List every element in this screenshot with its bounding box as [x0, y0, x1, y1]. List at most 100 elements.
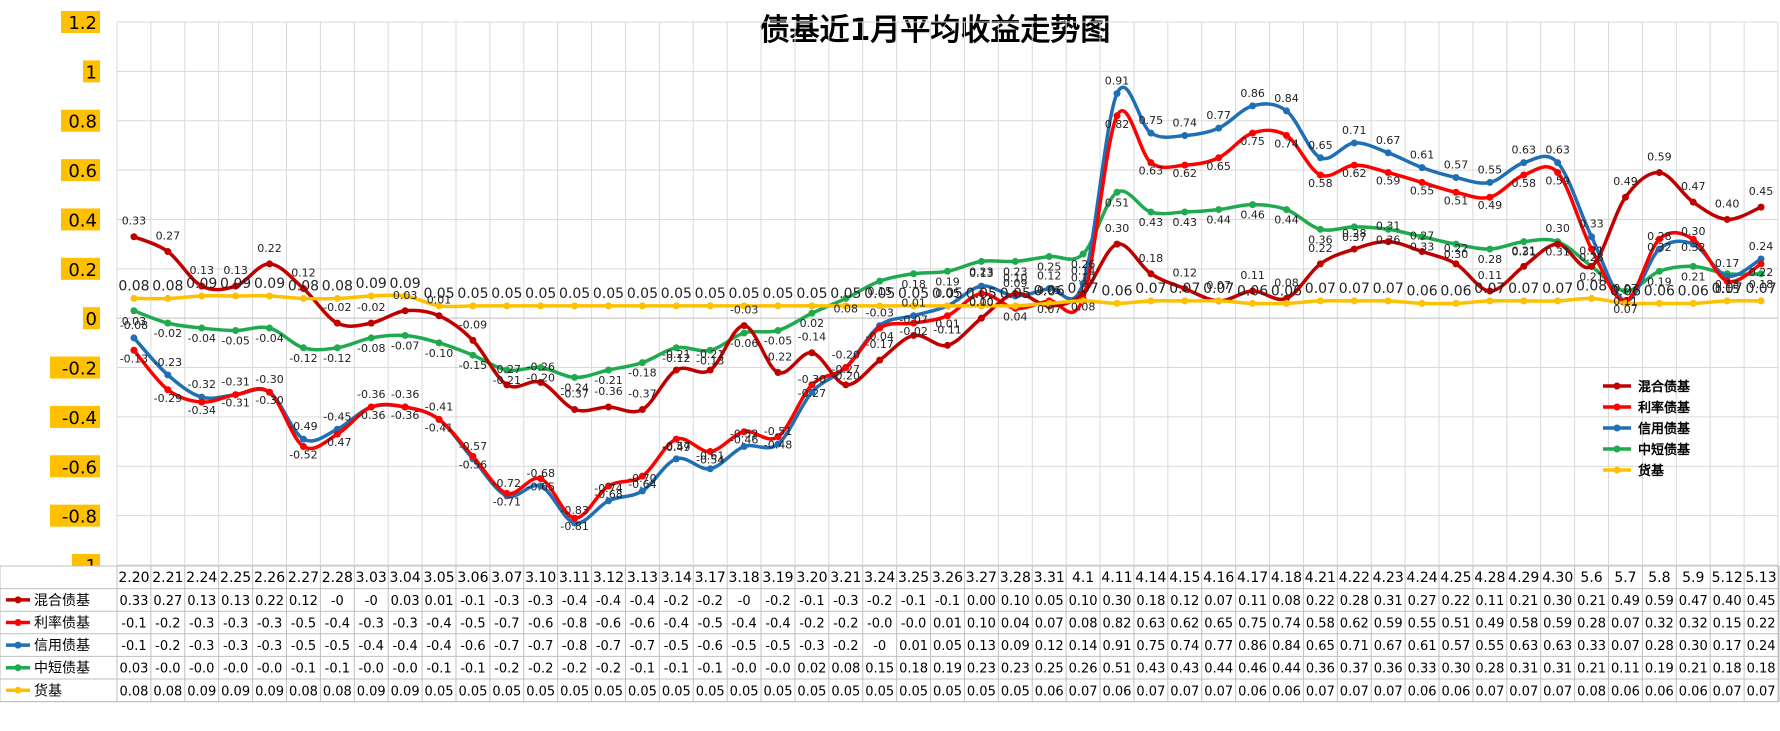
table-cell: -0.1	[935, 594, 960, 609]
data-point	[1486, 178, 1494, 186]
data-label: -0.74	[594, 482, 622, 495]
table-legend-marker	[14, 596, 22, 604]
data-point	[299, 344, 307, 352]
data-point	[1113, 112, 1121, 120]
data-label: 0.71	[1342, 124, 1367, 137]
data-label: 0.02	[800, 317, 825, 330]
data-label: -0.20	[832, 370, 860, 383]
data-point	[469, 302, 477, 310]
data-label: 0.05	[729, 286, 760, 302]
table-cell: 0.71	[1340, 639, 1369, 654]
table-cell: 0.06	[1645, 684, 1674, 699]
data-label: 0.09	[390, 276, 421, 292]
data-label: 0.22	[257, 242, 282, 255]
data-label: 0.58	[1512, 177, 1537, 190]
y-tick-highlight	[61, 159, 100, 182]
data-point	[1655, 267, 1663, 275]
data-point	[842, 294, 850, 302]
data-point	[944, 341, 951, 349]
x-tick-label: 5.9	[1682, 570, 1704, 586]
data-label: -0.51	[764, 425, 792, 438]
data-point	[503, 489, 511, 497]
data-label: -0.03	[730, 304, 758, 317]
data-label: 0.06	[1406, 283, 1437, 299]
data-point	[1655, 299, 1663, 307]
x-tick-label: 3.31	[1034, 570, 1065, 586]
grid-layer	[116, 21, 1779, 566]
legend-marker	[1613, 424, 1621, 432]
data-label: 0.07	[1712, 281, 1743, 297]
data-point	[944, 302, 951, 310]
table-cell: 0.82	[1103, 617, 1132, 632]
data-label: 0.08	[322, 278, 353, 294]
data-label: -0.34	[188, 404, 216, 417]
table-cell: -0.0	[257, 662, 282, 677]
y-tick-label: -0.2	[62, 359, 97, 380]
table-series-name: 混合债基	[34, 592, 90, 609]
table-cell: -0.4	[392, 639, 417, 654]
data-label: -0.57	[662, 440, 690, 453]
data-point	[977, 314, 985, 322]
data-label: -0.02	[154, 327, 182, 340]
data-point	[1418, 164, 1426, 172]
data-point	[740, 443, 748, 451]
data-point	[1757, 255, 1765, 263]
data-point	[1418, 299, 1426, 307]
data-label: -0.37	[628, 388, 656, 401]
table-cell: 0.05	[628, 684, 657, 699]
table-cell: 0.63	[1543, 639, 1572, 654]
table-cell: 0.75	[1238, 617, 1267, 632]
table-cell: -0.7	[528, 639, 553, 654]
data-label: 0.08	[1576, 278, 1607, 294]
data-label: -0.02	[357, 301, 385, 314]
table-cell: -0.2	[698, 594, 723, 609]
data-point	[706, 302, 714, 310]
data-point	[401, 331, 409, 339]
data-label: 0.55	[1410, 184, 1435, 197]
data-label: 0.55	[1478, 163, 1503, 176]
data-point	[808, 388, 816, 396]
x-tick-label: 4.15	[1169, 570, 1200, 586]
legend-label: 利率债基	[1638, 400, 1691, 416]
x-tick-label: 4.22	[1339, 570, 1370, 586]
data-label: 0.77	[1206, 109, 1231, 122]
table-cell: 0.12	[289, 594, 318, 609]
table-cell: 0.33	[1408, 662, 1437, 677]
data-point	[808, 349, 816, 357]
data-point	[1384, 169, 1392, 177]
table-cell: 0.09	[391, 684, 420, 699]
x-tick-label: 5.7	[1614, 570, 1636, 586]
table-cell: 0.40	[1713, 594, 1742, 609]
data-label: 0.07	[1613, 303, 1638, 316]
x-tick-label: 4.28	[1474, 570, 1505, 586]
x-tick-label: 3.25	[898, 570, 929, 586]
x-tick-label: 2.28	[322, 570, 353, 586]
data-point	[1282, 294, 1290, 302]
data-point	[198, 282, 206, 290]
data-point	[740, 329, 748, 337]
table-series-name: 利率债基	[34, 615, 90, 632]
data-point	[1452, 240, 1460, 248]
data-label: -0.05	[221, 335, 249, 348]
table-cell: 0.05	[1001, 684, 1030, 699]
table-cell: 0.01	[899, 639, 928, 654]
x-tick-label: 4.21	[1305, 570, 1336, 586]
table-cell: 0.07	[1543, 684, 1572, 699]
y-tick-label: 0.6	[68, 161, 97, 182]
data-label: 0.06	[1271, 283, 1302, 299]
data-point	[1316, 225, 1324, 233]
table-cell: 0.27	[153, 594, 182, 609]
table-cell: 0.05	[797, 684, 826, 699]
data-point	[469, 351, 477, 359]
legend-marker	[1613, 445, 1621, 453]
data-point	[1621, 287, 1629, 295]
data-label: 0.05	[935, 287, 960, 300]
table-cell: 0.86	[1238, 639, 1267, 654]
data-point	[910, 331, 918, 339]
table-cell: -0.2	[833, 617, 858, 632]
x-tick-label: 4.17	[1237, 570, 1268, 586]
data-point	[1181, 297, 1189, 305]
x-tick-label: 4.11	[1101, 570, 1132, 586]
data-label: 0.05	[559, 286, 590, 302]
